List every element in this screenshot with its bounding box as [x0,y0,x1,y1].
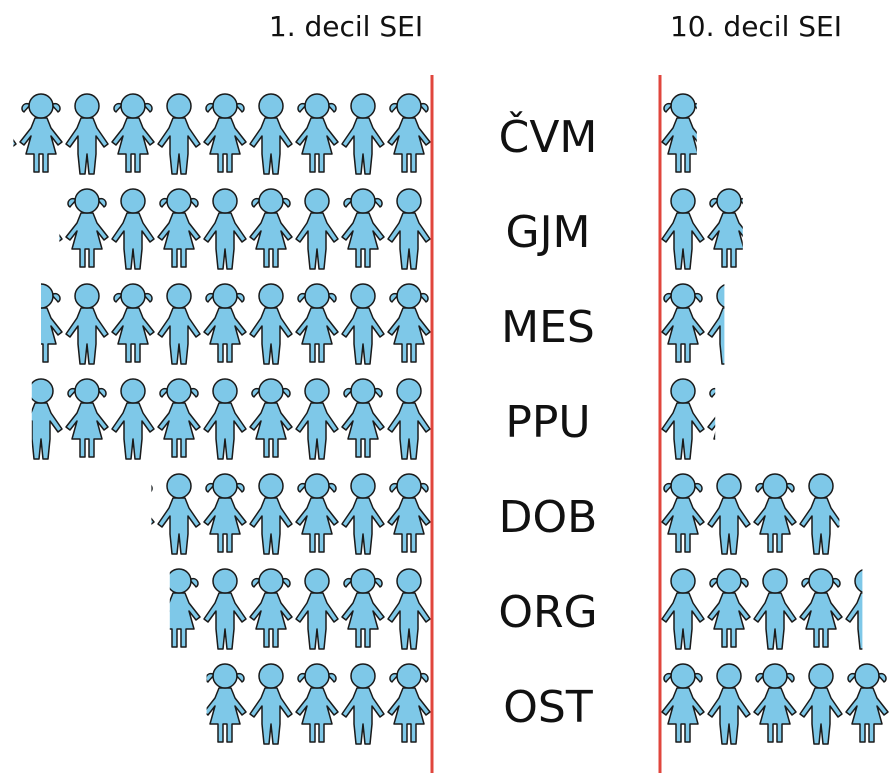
category-label: ORG [498,587,597,638]
category-label: OST [503,682,593,733]
category-label: MES [501,302,595,353]
pictogram-row [662,474,842,554]
pictogram-row [20,189,430,269]
pictogram-row [20,379,430,459]
chart: 1. decil SEI 10. decil SEI ČVM GJM MES PPU D… [0,0,890,773]
pictogram-row [20,284,430,364]
pictogram-row [662,284,750,364]
pictogram-row [0,94,430,174]
right-header: 10. decil SEI [670,10,842,43]
pictogram-row [204,664,430,744]
left-header: 1. decil SEI [269,10,423,43]
pictogram-row [662,569,888,649]
category-label: GJM [505,207,590,258]
category-label: PPU [505,397,590,448]
pictogram-row [662,189,750,269]
category-label: ČVM [499,110,598,163]
pictogram-row [662,664,888,744]
pictogram-row [662,94,704,172]
category-label: DOB [499,492,598,543]
pictogram-row [662,379,750,459]
pictogram-row [112,474,430,554]
pictogram-row [158,569,430,649]
